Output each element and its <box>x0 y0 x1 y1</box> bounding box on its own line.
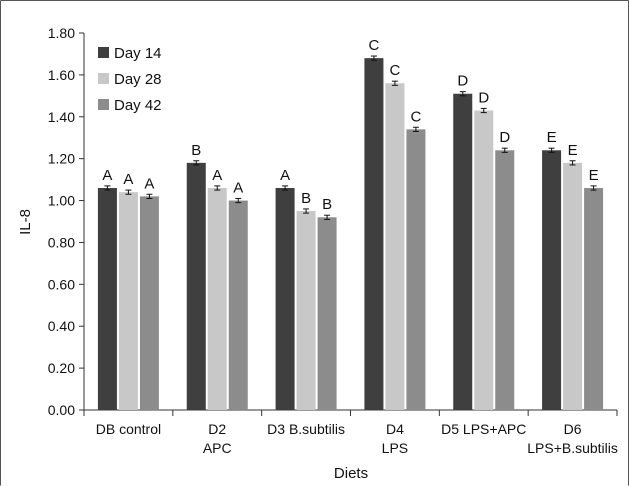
legend-label: Day 14 <box>114 45 162 62</box>
x-tick-label: D6 <box>564 421 582 437</box>
bar <box>296 211 316 410</box>
significance-letter: B <box>191 142 201 159</box>
bar <box>97 187 117 410</box>
significance-letter: A <box>280 167 290 184</box>
x-tick-label: D5 LPS+APC <box>441 421 526 437</box>
bar <box>118 192 138 410</box>
x-tick-label: LPS+B.subtilis <box>527 440 618 456</box>
bar-series <box>97 55 604 411</box>
significance-letter: C <box>389 62 400 79</box>
bar <box>584 187 604 410</box>
x-tick-label: D4 <box>386 421 404 437</box>
x-tick-label: D2 <box>208 421 226 437</box>
y-tick-label: 1.60 <box>48 67 75 83</box>
legend-label: Day 28 <box>114 71 162 88</box>
bar <box>275 187 295 410</box>
significance-letter: E <box>589 167 599 184</box>
x-tick-label: DB control <box>96 421 161 437</box>
y-tick-label: 0.80 <box>48 234 75 250</box>
x-axis-label: Diets <box>334 465 368 482</box>
significance-letter: C <box>410 108 421 125</box>
bar <box>406 129 426 410</box>
bar <box>139 196 159 410</box>
legend-swatch <box>98 99 109 110</box>
x-axis-ticks: DB control D2 APC D3 B.subtilis D4 LPS D5 LPS+… <box>83 410 618 456</box>
bar <box>563 162 583 410</box>
significance-letter: D <box>499 129 510 146</box>
y-tick-label: 0.60 <box>48 276 75 292</box>
legend-swatch <box>98 47 109 58</box>
bar <box>228 200 248 410</box>
bar <box>207 187 227 410</box>
y-tick-label: 0.40 <box>48 318 75 334</box>
significance-letter: A <box>123 171 133 188</box>
bar <box>186 162 206 410</box>
significance-letter: A <box>102 167 112 184</box>
significance-letter: A <box>144 175 154 192</box>
x-tick-label: LPS <box>382 440 408 456</box>
significance-letter: A <box>212 167 222 184</box>
legend-swatch <box>98 73 109 84</box>
y-axis-ticks: 0.00 0.20 0.40 0.60 0.80 1.00 1.20 1.40 1.60 1.80 <box>48 25 84 418</box>
y-axis-label: IL-8 <box>17 209 34 235</box>
y-tick-label: 1.80 <box>48 25 75 41</box>
legend-label: Day 42 <box>114 97 162 114</box>
significance-letter: B <box>301 190 311 207</box>
significance-letter: C <box>368 37 379 54</box>
bar <box>453 93 473 410</box>
y-tick-label: 0.20 <box>48 360 75 376</box>
bar <box>495 150 515 411</box>
significance-letter: E <box>547 129 557 146</box>
bar <box>364 58 384 411</box>
y-tick-label: 0.00 <box>48 402 75 418</box>
x-tick-label: APC <box>203 440 232 456</box>
x-tick-label: D3 B.subtilis <box>267 421 345 437</box>
significance-letter: D <box>478 89 489 106</box>
bar <box>542 150 562 411</box>
significance-letter: E <box>568 142 578 159</box>
bar <box>317 217 337 410</box>
bar <box>385 83 405 411</box>
bar <box>474 110 494 410</box>
y-tick-label: 1.20 <box>48 151 75 167</box>
significance-letter: B <box>322 196 332 213</box>
y-tick-label: 1.00 <box>48 193 75 209</box>
significance-letter: A <box>233 179 243 196</box>
legend: Day 14 Day 28 Day 42 <box>98 45 162 114</box>
significance-letter: D <box>457 73 468 90</box>
y-tick-label: 1.40 <box>48 109 75 125</box>
